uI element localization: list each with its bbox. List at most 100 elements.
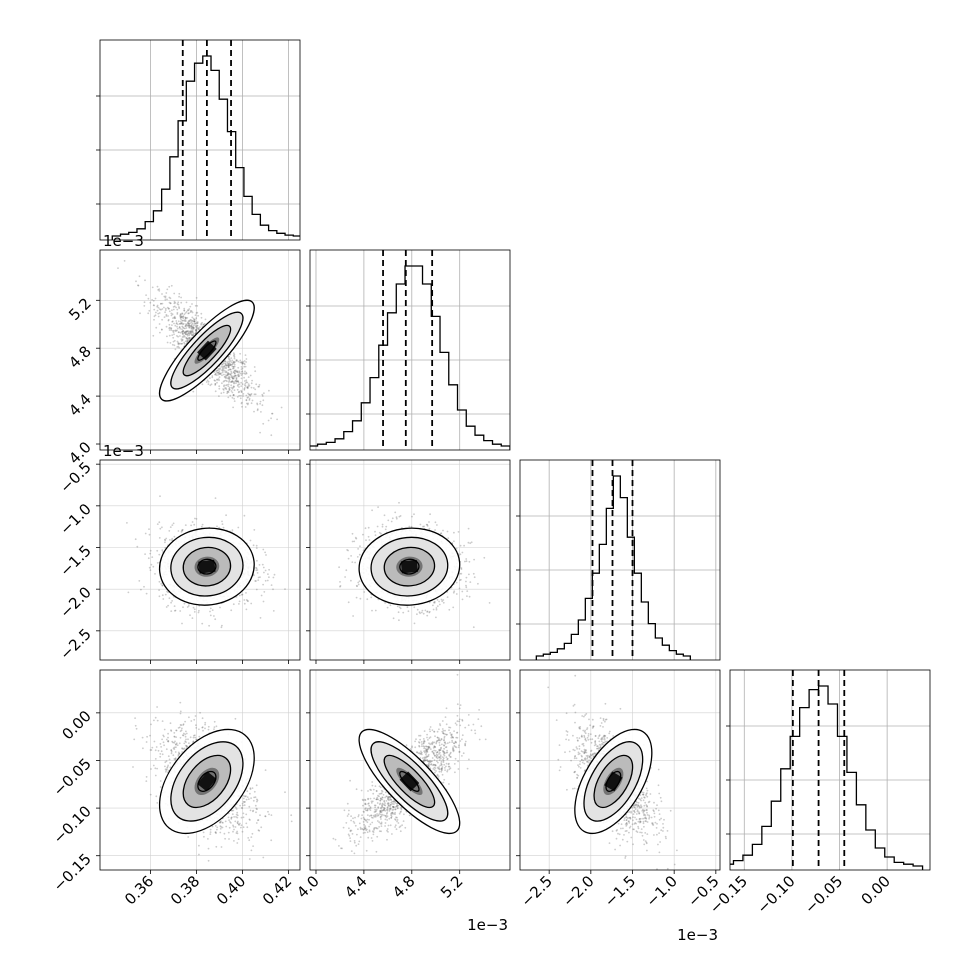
scatter-point <box>165 292 168 294</box>
scatter-point <box>216 379 219 381</box>
scatter-point <box>261 563 264 566</box>
scatter-point <box>154 314 157 317</box>
scatter-point <box>241 830 244 833</box>
scatter-point <box>182 336 185 338</box>
scatter-point <box>339 585 342 587</box>
scatter-point <box>228 387 231 390</box>
scatter-point <box>182 319 185 322</box>
scatter-point <box>260 594 263 597</box>
scatter-point <box>206 379 209 382</box>
scatter-point <box>377 506 379 508</box>
scatter-point <box>188 312 190 315</box>
scatter-point <box>466 595 468 597</box>
scatter-point <box>246 387 249 390</box>
scatter-point <box>230 816 233 819</box>
scatter-point <box>189 614 191 617</box>
scatter-point <box>190 327 193 329</box>
scatter-point <box>188 338 191 341</box>
scatter-point <box>378 531 381 534</box>
scatter-point <box>181 332 184 335</box>
scatter-point <box>171 324 173 326</box>
scatter-point <box>168 334 171 337</box>
scatter-point <box>426 610 429 613</box>
scatter-point <box>189 331 192 333</box>
scatter-point <box>256 798 258 801</box>
scatter-point <box>254 388 257 391</box>
scatter-point <box>159 527 162 530</box>
scatter-point <box>428 611 431 614</box>
scatter-point <box>261 393 264 396</box>
scatter-point <box>167 319 170 322</box>
scatter-point <box>222 365 224 368</box>
scatter-point <box>229 373 232 376</box>
scatter-point <box>276 418 278 421</box>
scatter-point <box>182 330 185 332</box>
scatter-point <box>247 383 250 385</box>
scatter-point <box>243 599 246 601</box>
scatter-point <box>165 770 167 773</box>
scatter-point <box>188 336 191 339</box>
scatter-point <box>344 576 346 578</box>
scatter-point <box>436 599 439 601</box>
scatter-point <box>398 515 401 518</box>
scatter-point <box>397 611 400 614</box>
scatter-point <box>211 376 214 379</box>
scatter-point <box>225 364 228 367</box>
scatter-point <box>180 315 182 317</box>
scatter-point <box>374 609 377 612</box>
scatter-point <box>186 338 189 340</box>
scatter-point <box>238 374 240 377</box>
scatter-point <box>244 365 247 368</box>
scatter-point <box>468 560 471 563</box>
scatter-point <box>182 724 185 726</box>
scatter-point <box>213 615 215 617</box>
panel-frame <box>519 459 721 661</box>
scatter-point <box>224 360 226 363</box>
scatter-point <box>189 305 192 308</box>
scatter-point <box>200 525 203 528</box>
scatter-point <box>207 838 209 840</box>
scatter-point <box>172 317 174 319</box>
scatter-point <box>179 315 182 318</box>
scatter-point <box>255 569 258 572</box>
scatter-point <box>194 304 197 307</box>
scatter-point <box>195 317 198 320</box>
scatter-point <box>188 326 191 329</box>
scatter-point <box>226 390 229 393</box>
scatter-point <box>173 732 176 734</box>
scatter-panel <box>96 249 301 454</box>
scatter-point <box>239 804 242 807</box>
scatter-point <box>236 380 238 383</box>
scatter-point <box>248 384 251 387</box>
scatter-point <box>205 381 208 383</box>
scatter-point <box>217 378 220 380</box>
scatter-point <box>407 610 410 613</box>
scatter-point <box>193 320 196 323</box>
scatter-point <box>460 572 463 575</box>
scatter-point <box>238 383 241 386</box>
scatter-point <box>242 360 245 363</box>
scatter-point <box>155 311 157 314</box>
scatter-point <box>195 328 198 331</box>
scatter-point <box>435 616 437 619</box>
scatter-point <box>241 370 244 373</box>
scatter-point <box>236 371 239 373</box>
contour-line <box>197 340 217 361</box>
scatter-point <box>169 297 172 300</box>
scatter-point <box>186 333 189 336</box>
scatter-point <box>191 331 194 333</box>
panel-frame <box>99 459 301 661</box>
scatter-point <box>193 320 196 323</box>
scatter-point <box>215 374 218 377</box>
scatter-point <box>190 324 193 326</box>
scatter-point <box>232 394 235 397</box>
scatter-point <box>157 306 160 309</box>
scatter-point <box>184 340 187 343</box>
scatter-point <box>231 377 234 380</box>
histogram-step <box>730 685 924 870</box>
scatter-point <box>193 320 196 323</box>
scatter-point <box>186 606 189 608</box>
scatter-point <box>135 280 137 283</box>
scatter-point <box>216 381 218 384</box>
scatter-point <box>138 275 141 278</box>
